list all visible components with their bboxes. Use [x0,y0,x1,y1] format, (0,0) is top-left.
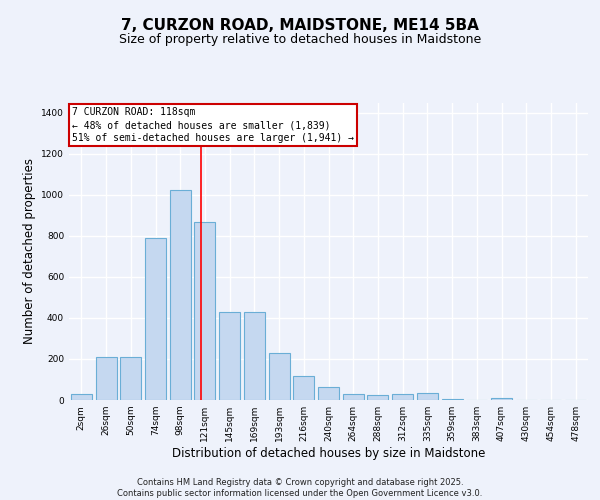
Bar [442,399,463,400]
Bar [269,353,290,400]
Bar [170,190,191,400]
X-axis label: Distribution of detached houses by size in Maidstone: Distribution of detached houses by size … [172,447,485,460]
Bar [71,394,92,400]
Bar [318,386,339,400]
Bar [120,357,141,400]
Text: 7, CURZON ROAD, MAIDSTONE, ME14 5BA: 7, CURZON ROAD, MAIDSTONE, ME14 5BA [121,18,479,32]
Bar [343,394,364,400]
Text: Size of property relative to detached houses in Maidstone: Size of property relative to detached ho… [119,32,481,46]
Bar [392,394,413,400]
Bar [417,393,438,400]
Bar [95,357,116,400]
Bar [194,222,215,400]
Bar [145,238,166,400]
Text: 7 CURZON ROAD: 118sqm
← 48% of detached houses are smaller (1,839)
51% of semi-d: 7 CURZON ROAD: 118sqm ← 48% of detached … [71,107,353,144]
Bar [367,395,388,400]
Bar [219,312,240,400]
Bar [491,398,512,400]
Bar [244,312,265,400]
Y-axis label: Number of detached properties: Number of detached properties [23,158,35,344]
Text: Contains HM Land Registry data © Crown copyright and database right 2025.
Contai: Contains HM Land Registry data © Crown c… [118,478,482,498]
Bar [293,376,314,400]
